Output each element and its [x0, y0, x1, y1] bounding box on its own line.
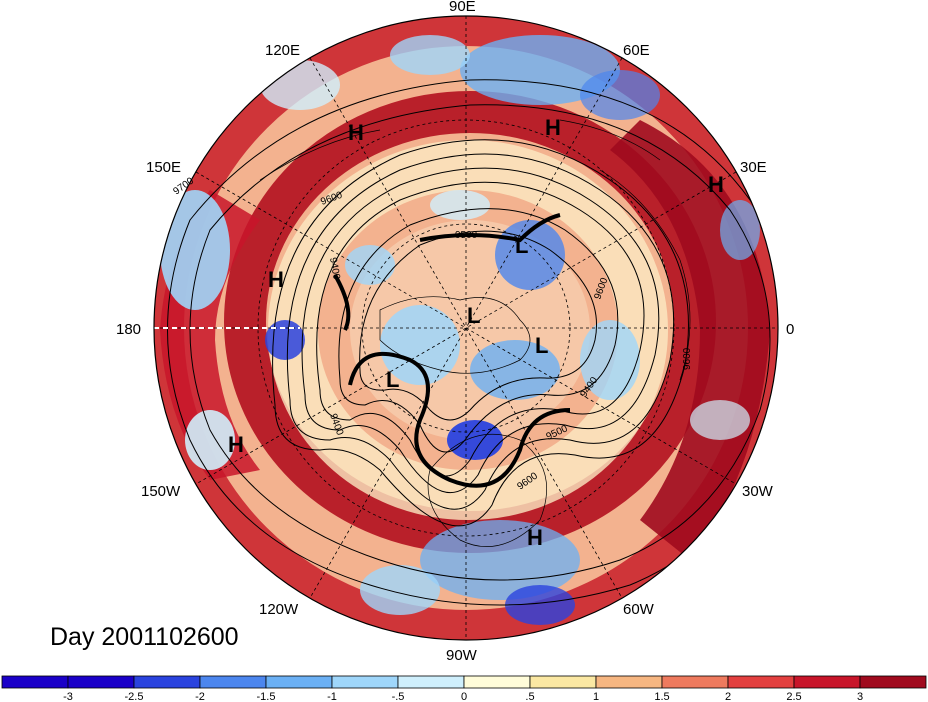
colorbar-swatch	[529, 675, 597, 689]
colorbar-swatch	[727, 675, 795, 689]
contour-label: 9400	[327, 257, 342, 281]
colorbar-tick-label: -1	[327, 691, 337, 702]
colorbar-swatch	[133, 675, 201, 689]
anomaly-field	[154, 16, 778, 640]
contour-label: 9600	[682, 347, 693, 370]
colorbar-swatch	[199, 675, 267, 689]
lon-label-90w: 90W	[446, 647, 478, 664]
lon-label-120e: 120E	[265, 42, 300, 59]
lon-label-60e: 60E	[623, 42, 650, 59]
colorbar-tick-label: -1.5	[257, 691, 276, 702]
colorbar-swatch	[859, 675, 927, 689]
colorbar-tick-label: 2	[725, 691, 731, 702]
colorbar-tick-label: -3	[63, 691, 73, 702]
day-label: Day 2001102600	[50, 623, 239, 651]
contour-label: 9500	[455, 230, 478, 241]
colorbar-tick-label: -2.5	[125, 691, 144, 702]
colorbar-tick-label: -.5	[392, 691, 405, 702]
low-pressure-marker: L	[515, 233, 528, 258]
high-pressure-marker: H	[228, 432, 244, 457]
high-pressure-marker: H	[545, 115, 561, 140]
colorbar-tick-label: -2	[195, 691, 205, 702]
jet-bands	[333, 213, 571, 488]
colorbar-swatch	[661, 675, 729, 689]
colorbar: -3 -2.5 -2 -1.5 -1 -.5 0 .5 1 1.5 2 2.5 3	[1, 675, 927, 702]
colorbar-swatch	[463, 675, 531, 689]
lon-label-60w: 60W	[623, 601, 655, 618]
high-pressure-marker: H	[527, 525, 543, 550]
colorbar-swatch	[1, 675, 69, 689]
low-pressure-marker: L	[386, 367, 399, 392]
colorbar-swatch	[397, 675, 465, 689]
colorbar-swatch	[595, 675, 663, 689]
colorbar-tick-label: 1.5	[654, 691, 669, 702]
colorbar-swatch	[331, 675, 399, 689]
colorbar-tick-label: 1	[593, 691, 599, 702]
lon-label-90e: 90E	[449, 0, 476, 15]
high-pressure-marker: H	[708, 172, 724, 197]
lon-label-30e: 30E	[740, 159, 767, 176]
colorbar-swatch	[265, 675, 333, 689]
longitude-labels: 90E 120E 60E 150E 30E 180 0 150W 30W 120…	[116, 0, 794, 664]
lon-label-180: 180	[116, 321, 141, 338]
colorbar-swatch	[793, 675, 861, 689]
colorbar-tick-label: 2.5	[786, 691, 801, 702]
map-boundary	[153, 15, 779, 641]
colorbar-tick-label: .5	[525, 691, 534, 702]
colorbar-tick-label: 3	[857, 691, 863, 702]
low-pressure-marker: L	[467, 303, 480, 328]
colorbar-tick-label: 0	[461, 691, 467, 702]
high-pressure-marker: H	[348, 120, 364, 145]
pressure-centers: H H H H H H L L L L	[228, 115, 724, 550]
coastlines	[259, 119, 691, 547]
lon-label-30w: 30W	[742, 483, 774, 500]
high-pressure-marker: H	[268, 267, 284, 292]
low-pressure-marker: L	[535, 333, 548, 358]
lon-label-150e: 150E	[146, 159, 181, 176]
lon-label-0: 0	[786, 321, 794, 338]
lon-label-150w: 150W	[141, 483, 181, 500]
colorbar-swatch	[67, 675, 135, 689]
lon-label-120w: 120W	[259, 601, 299, 618]
